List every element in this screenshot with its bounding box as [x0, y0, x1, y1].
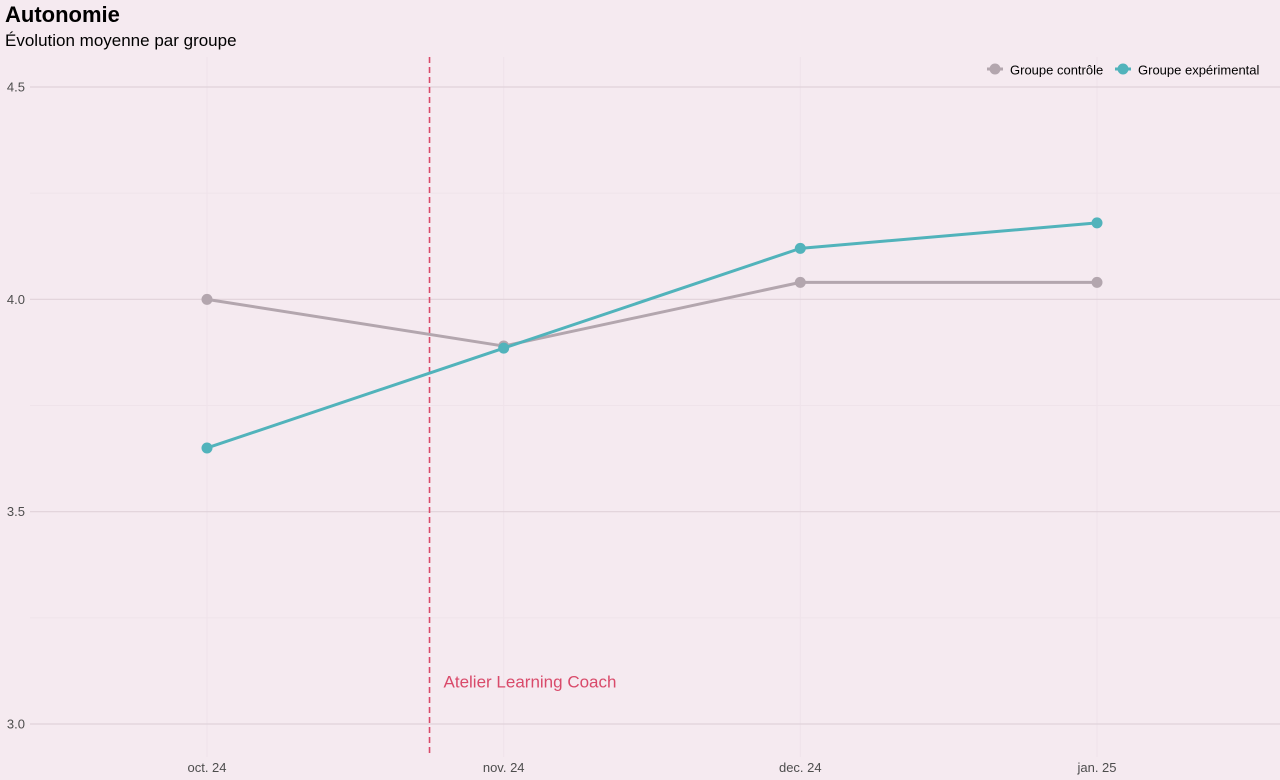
chart-subtitle: Évolution moyenne par groupe — [5, 31, 237, 50]
x-axis-ticks: oct. 24 nov. 24 dec. 24 jan. 25 — [187, 760, 1116, 775]
legend-label: Groupe contrôle — [1010, 63, 1103, 78]
annotation-label: Atelier Learning Coach — [444, 673, 617, 692]
legend-label: Groupe expérimental — [1138, 63, 1260, 78]
legend: Groupe contrôle Groupe expérimental — [987, 63, 1260, 78]
data-point — [201, 442, 213, 454]
data-point — [794, 242, 806, 254]
x-tick-label: dec. 24 — [779, 760, 822, 775]
data-point — [201, 293, 213, 305]
series-line-1 — [205, 221, 1099, 450]
y-tick-label: 4.5 — [7, 80, 25, 95]
annotation: Atelier Learning Coach — [428, 57, 617, 757]
y-tick-label: 3.0 — [7, 717, 25, 732]
legend-swatch-point — [1117, 63, 1129, 75]
x-tick-label: jan. 25 — [1076, 760, 1116, 775]
legend-swatch-point — [989, 63, 1001, 75]
x-tick-label: nov. 24 — [483, 760, 525, 775]
grid-lines — [30, 57, 1280, 757]
y-axis-ticks: 3.0 3.5 4.0 4.5 — [7, 80, 25, 732]
chart-title: Autonomie — [5, 2, 120, 27]
series-group — [201, 217, 1103, 454]
data-point — [794, 276, 806, 288]
y-tick-label: 3.5 — [7, 504, 25, 519]
data-point — [1091, 276, 1103, 288]
y-tick-label: 4.0 — [7, 292, 25, 307]
data-point — [1091, 217, 1103, 229]
series-line-0 — [205, 280, 1099, 348]
data-point — [498, 342, 510, 354]
x-tick-label: oct. 24 — [187, 760, 226, 775]
